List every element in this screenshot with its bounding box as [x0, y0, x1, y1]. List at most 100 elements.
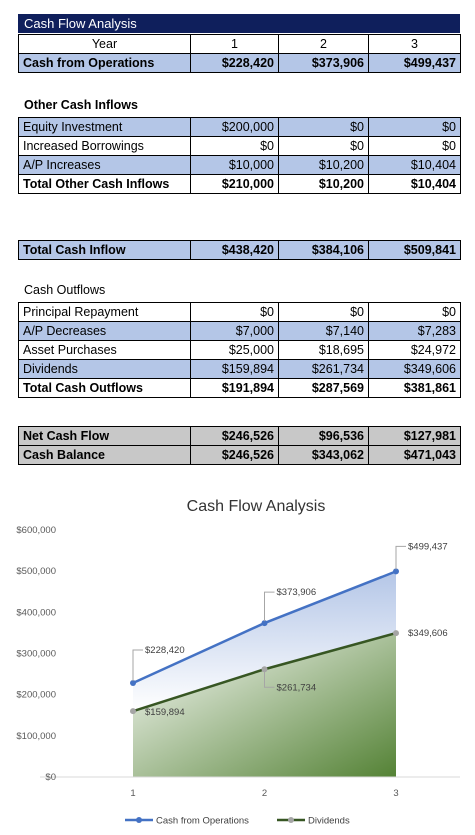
cell[interactable]: $10,200: [278, 174, 369, 194]
row-label[interactable]: Principal Repayment: [18, 302, 191, 322]
cell[interactable]: $0: [190, 136, 279, 156]
cell[interactable]: $384,106: [278, 240, 369, 260]
table-row: Asset Purchases $25,000 $18,695 $24,972: [18, 340, 461, 360]
operations-data-label: $499,437: [408, 541, 448, 552]
cell[interactable]: $0: [278, 136, 369, 156]
dividends-data-label: $159,894: [145, 707, 185, 718]
row-label[interactable]: Dividends: [18, 359, 191, 379]
y-tick-label: $500,000: [16, 566, 56, 577]
cell[interactable]: $246,526: [190, 426, 279, 446]
year-label[interactable]: Year: [18, 34, 191, 54]
operations-point: [393, 568, 399, 575]
operations-leader-line: [395, 545, 406, 570]
row-label[interactable]: Total Cash Outflows: [18, 378, 191, 398]
cell[interactable]: $261,734: [278, 359, 369, 379]
year-2[interactable]: 2: [278, 34, 369, 54]
cell[interactable]: $0: [278, 302, 369, 322]
cell[interactable]: $24,972: [368, 340, 461, 360]
y-tick-label: $400,000: [16, 607, 56, 618]
cell[interactable]: $0: [368, 302, 461, 322]
x-tick-label: 3: [393, 788, 398, 799]
cell[interactable]: $96,536: [278, 426, 369, 446]
cell[interactable]: $18,695: [278, 340, 369, 360]
cell[interactable]: $246,526: [190, 445, 279, 465]
total-other-inflows-row: Total Other Cash Inflows $210,000 $10,20…: [18, 174, 461, 194]
dividends-point: [261, 666, 268, 673]
operations-y3[interactable]: $499,437: [368, 53, 461, 73]
sheet-title: Cash Flow Analysis: [18, 14, 460, 33]
x-tick-label: 1: [130, 788, 135, 799]
year-1[interactable]: 1: [190, 34, 279, 54]
y-tick-label: $200,000: [16, 690, 56, 701]
operations-data-label: $228,420: [145, 645, 185, 656]
row-label[interactable]: Equity Investment: [18, 117, 191, 137]
cell[interactable]: $381,861: [368, 378, 461, 398]
cell[interactable]: $210,000: [190, 174, 279, 194]
y-tick-label: $600,000: [16, 525, 56, 536]
row-label[interactable]: Increased Borrowings: [18, 136, 191, 156]
legend-dividends-label: Dividends: [308, 816, 350, 827]
operations-table: Year 1 2 3 Cash from Operations $228,420…: [18, 34, 461, 73]
plot-area: $0 $100,000 $200,000 $300,000 $400,000 $500,0…: [16, 525, 460, 827]
cell[interactable]: $191,894: [190, 378, 279, 398]
table-row: A/P Decreases $7,000 $7,140 $7,283: [18, 321, 461, 341]
cell[interactable]: $7,140: [278, 321, 369, 341]
cell[interactable]: $349,606: [368, 359, 461, 379]
operations-label[interactable]: Cash from Operations: [18, 53, 191, 73]
legend-dividends-marker: [288, 817, 294, 823]
outflows-table: Principal Repayment $0 $0 $0 A/P Decreas…: [18, 302, 461, 398]
y-tick-label: $300,000: [16, 649, 56, 660]
dividends-leader-line: [264, 671, 275, 688]
x-tick-label: 2: [262, 788, 267, 799]
cell[interactable]: $0: [190, 302, 279, 322]
row-label[interactable]: Net Cash Flow: [18, 426, 191, 446]
cell[interactable]: $10,000: [190, 155, 279, 175]
operations-y1[interactable]: $228,420: [190, 53, 279, 73]
row-label[interactable]: Total Cash Inflow: [18, 240, 191, 260]
cell[interactable]: $343,062: [278, 445, 369, 465]
row-label[interactable]: Cash Balance: [18, 445, 191, 465]
row-label[interactable]: A/P Decreases: [18, 321, 191, 341]
legend-operations-label: Cash from Operations: [156, 816, 249, 827]
year-header-row: Year 1 2 3: [18, 34, 461, 54]
chart-title: Cash Flow Analysis: [187, 498, 326, 515]
operations-y2[interactable]: $373,906: [278, 53, 369, 73]
cell[interactable]: $200,000: [190, 117, 279, 137]
cash-balance-row: Cash Balance $246,526 $343,062 $471,043: [18, 445, 461, 465]
y-tick-label: $100,000: [16, 731, 56, 742]
cell[interactable]: $7,283: [368, 321, 461, 341]
cash-flow-chart[interactable]: Cash Flow Analysis $0 $100,000 $200,000 $30…: [0, 488, 475, 835]
cell[interactable]: $7,000: [190, 321, 279, 341]
row-label[interactable]: Total Other Cash Inflows: [18, 174, 191, 194]
cell[interactable]: $159,894: [190, 359, 279, 379]
net-cash-flow-row: Net Cash Flow $246,526 $96,536 $127,981: [18, 426, 461, 446]
other-inflows-table: Equity Investment $200,000 $0 $0 Increas…: [18, 117, 461, 194]
cell[interactable]: $0: [278, 117, 369, 137]
dividends-point: [393, 630, 399, 637]
cell[interactable]: $25,000: [190, 340, 279, 360]
operations-data-label: $373,906: [277, 587, 317, 598]
cell[interactable]: $509,841: [368, 240, 461, 260]
cell[interactable]: $0: [368, 136, 461, 156]
row-label[interactable]: Asset Purchases: [18, 340, 191, 360]
cell[interactable]: $10,404: [368, 174, 461, 194]
total-outflows-row: Total Cash Outflows $191,894 $287,569 $3…: [18, 378, 461, 398]
other-inflows-heading: Other Cash Inflows: [24, 98, 138, 112]
table-row: Increased Borrowings $0 $0 $0: [18, 136, 461, 156]
cell[interactable]: $0: [368, 117, 461, 137]
operations-leader-line: [264, 591, 275, 622]
cell[interactable]: $127,981: [368, 426, 461, 446]
row-label[interactable]: A/P Increases: [18, 155, 191, 175]
legend-operations-marker: [136, 817, 142, 823]
operations-area: [133, 571, 396, 712]
dividends-data-label: $349,606: [408, 628, 448, 639]
year-3[interactable]: 3: [368, 34, 461, 54]
cell[interactable]: $10,200: [278, 155, 369, 175]
cell[interactable]: $10,404: [368, 155, 461, 175]
cell[interactable]: $438,420: [190, 240, 279, 260]
table-row: A/P Increases $10,000 $10,200 $10,404: [18, 155, 461, 175]
net-table: Net Cash Flow $246,526 $96,536 $127,981 …: [18, 426, 461, 465]
cell[interactable]: $471,043: [368, 445, 461, 465]
cell[interactable]: $287,569: [278, 378, 369, 398]
operations-leader-line: [132, 649, 143, 681]
